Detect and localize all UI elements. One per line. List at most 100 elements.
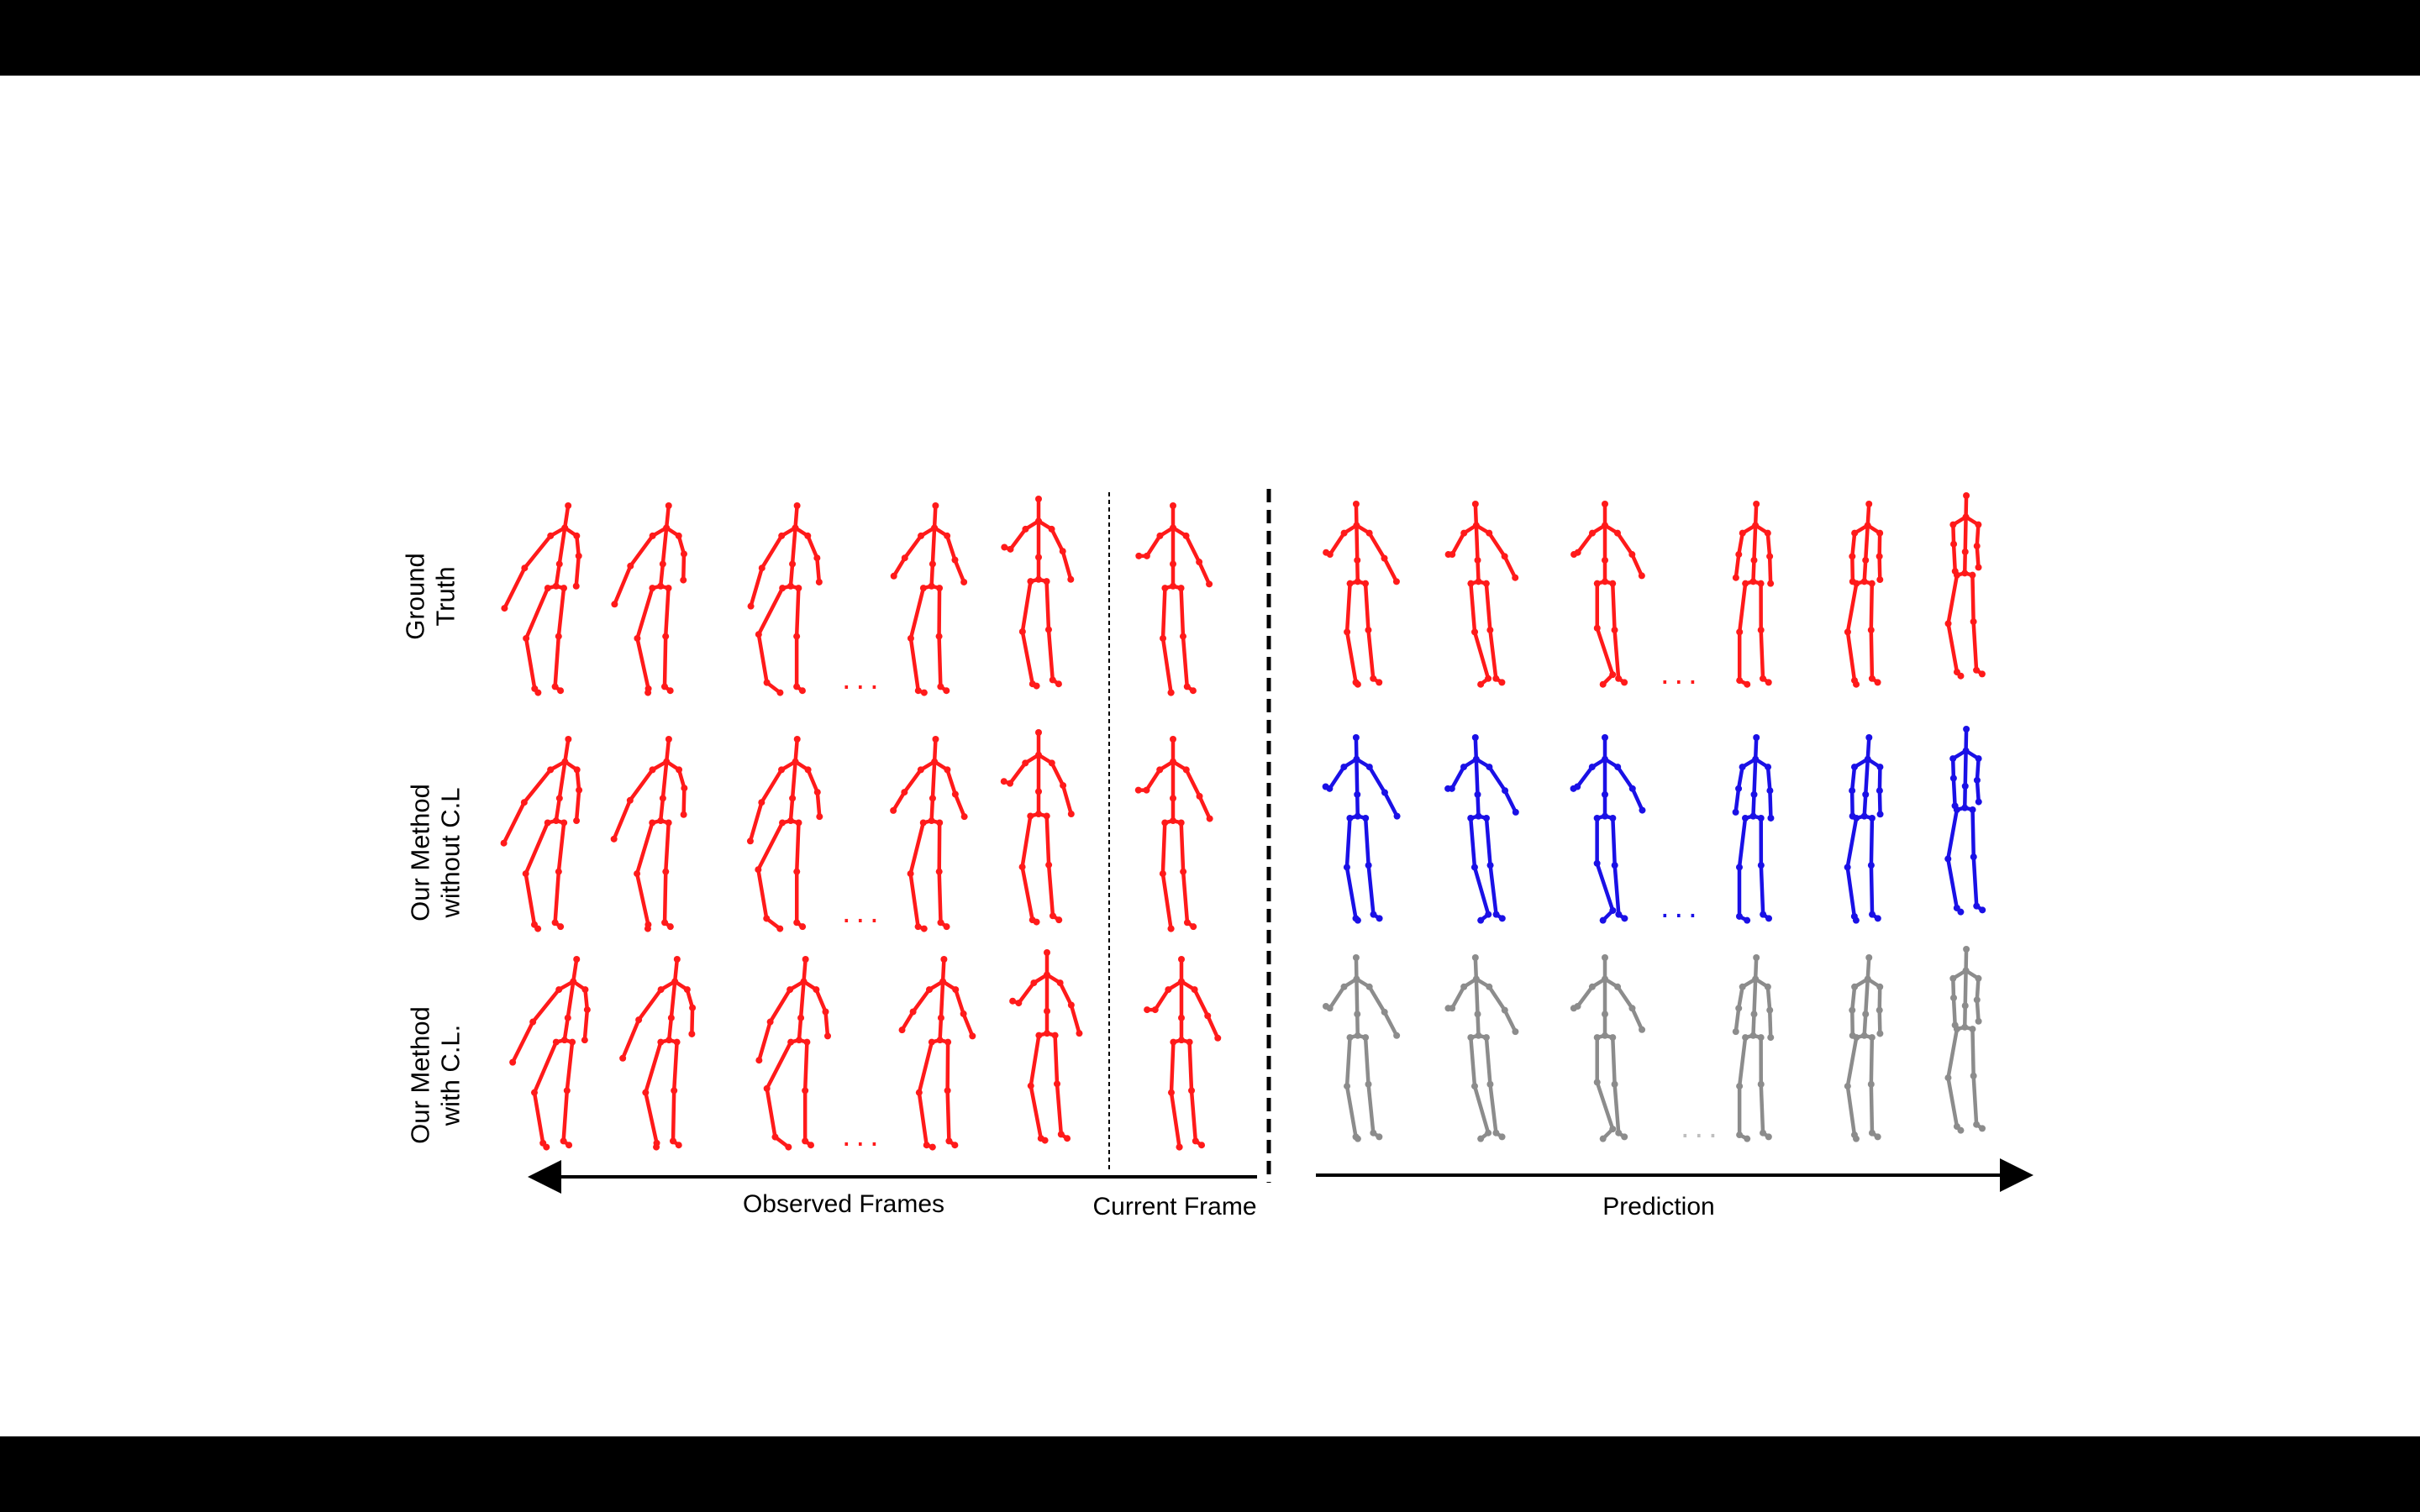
observed-skeleton (898, 956, 976, 1151)
skeleton-joint (755, 866, 762, 874)
skeleton-bone (1765, 531, 1772, 559)
observed-skeleton (509, 956, 591, 1151)
skeleton-joint (1602, 501, 1608, 507)
skeleton-joint (1035, 811, 1042, 818)
skeleton-joint (1609, 580, 1617, 587)
skeleton-joint (1067, 811, 1075, 818)
skeleton-joint (793, 868, 801, 875)
skeleton-bone (1344, 816, 1352, 869)
predicted-skeleton (1570, 734, 1646, 924)
ellipsis-mark: ... (842, 661, 884, 696)
skeleton-joint (649, 585, 656, 592)
skeleton-bone (1153, 987, 1171, 1012)
skeleton-joint (566, 1142, 573, 1149)
skeleton-joint (1970, 1072, 1977, 1079)
skeleton-joint (1975, 755, 1982, 763)
skeleton-bone (556, 585, 566, 638)
skeleton-joint (960, 813, 968, 821)
skeleton-bone (1160, 871, 1173, 931)
skeleton-joint (1190, 923, 1197, 931)
skeleton-joint (935, 868, 943, 875)
skeleton-joint (1370, 675, 1377, 682)
skeleton-bone (664, 821, 671, 874)
skeleton-joint (793, 919, 801, 927)
skeleton-joint (551, 919, 559, 927)
skeleton-joint (1849, 1006, 1856, 1014)
skeleton-joint (1177, 819, 1185, 827)
skeleton-joint (951, 790, 959, 798)
skeleton-joint (1978, 670, 1986, 678)
skeleton-joint (1766, 553, 1774, 560)
skeleton-bone (671, 1089, 676, 1143)
skeleton-bone (634, 821, 655, 876)
skeleton-joint (1204, 1012, 1212, 1020)
skeleton-joint (1354, 1032, 1361, 1039)
skeleton-bone (660, 526, 669, 566)
skeleton-joint (1044, 626, 1052, 633)
skeleton-bone (1845, 581, 1859, 634)
skeleton-bone (613, 564, 633, 606)
skeleton-bone (681, 785, 687, 816)
skeleton-joint (543, 1143, 550, 1151)
skeleton-joint (1628, 785, 1636, 792)
ellipsis-mark: ... (1660, 656, 1702, 691)
skeleton-joint (917, 766, 924, 774)
skeleton-joint (1844, 1083, 1851, 1090)
skeleton-bone (1184, 533, 1202, 564)
skeleton-joint (1969, 1026, 1976, 1033)
skeleton-joint (1160, 634, 1167, 642)
skeleton-bone (937, 634, 943, 689)
predicted-skeleton (1944, 726, 1986, 916)
skeleton-joint (1844, 628, 1851, 636)
skeleton-joint (1736, 1083, 1744, 1090)
skeleton-joint (1736, 677, 1744, 685)
skeleton-joint (1035, 751, 1042, 759)
skeleton-joint (1189, 687, 1197, 695)
skeleton-joint (1764, 983, 1771, 990)
skeleton-joint (1365, 627, 1372, 634)
skeleton-joint (1767, 580, 1775, 587)
skeleton-joint (758, 564, 765, 572)
skeleton-joint (1444, 1005, 1452, 1012)
skeleton-bone (1850, 984, 1857, 1012)
skeleton-joint (659, 560, 666, 568)
skeleton-bone (532, 1040, 559, 1095)
skeleton-joint (1346, 580, 1354, 587)
skeleton-joint (1177, 585, 1185, 592)
skeleton-joint (551, 683, 559, 690)
skeleton-joint (1472, 755, 1480, 763)
skeleton-bone (1020, 579, 1033, 634)
skeleton-joint (793, 736, 801, 743)
skeleton-joint (803, 1038, 811, 1046)
skeleton-joint (1609, 906, 1617, 914)
skeleton-joint (1868, 1034, 1876, 1042)
skeleton-joint (1170, 736, 1176, 743)
skeleton-bone (1328, 984, 1346, 1011)
skeleton-joint (1323, 549, 1330, 556)
skeleton-joint (561, 758, 569, 765)
skeleton-bone (1975, 778, 1981, 804)
skeleton-joint (1973, 543, 1981, 550)
skeleton-bone (757, 1020, 772, 1063)
skeleton-joint (509, 1058, 517, 1066)
skeleton-joint (1744, 916, 1751, 924)
skeleton-joint (610, 835, 618, 843)
skeleton-joint (1182, 766, 1190, 774)
skeleton-bone (1845, 630, 1857, 683)
skeleton-bone (1736, 984, 1744, 1011)
predicted-skeleton (1844, 954, 1884, 1142)
skeleton-joint (1742, 1034, 1749, 1042)
skeleton-joint (1853, 1034, 1860, 1042)
skeleton-bone (1595, 1080, 1615, 1131)
skeleton-joint (1732, 1028, 1739, 1036)
skeleton-joint (1376, 915, 1383, 922)
skeleton-bone (1144, 533, 1162, 559)
skeleton-bone (1869, 1082, 1875, 1135)
observed-frames-label: Observed Frames (742, 1190, 945, 1218)
skeleton-joint (1340, 529, 1348, 537)
skeleton-joint (1765, 679, 1772, 686)
skeleton-joint (529, 1018, 537, 1026)
skeleton-joint (1460, 983, 1468, 990)
skeleton-joint (1742, 580, 1749, 587)
skeleton-bone (563, 737, 571, 764)
